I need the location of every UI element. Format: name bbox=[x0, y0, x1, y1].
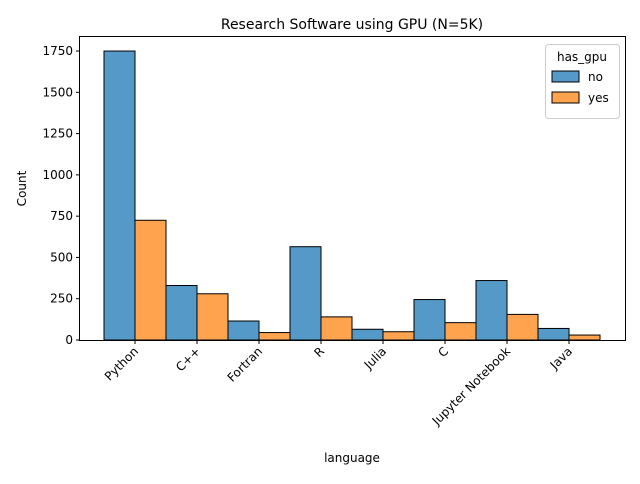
bar-c-no bbox=[413, 299, 446, 341]
bar-fortran-yes bbox=[258, 332, 291, 341]
bar-java-yes bbox=[568, 334, 601, 341]
bar-julia-yes bbox=[382, 331, 415, 341]
legend-swatch-no bbox=[551, 70, 580, 83]
bar-java-no bbox=[537, 327, 570, 341]
y-tick-label: 500 bbox=[50, 250, 73, 264]
bar-jupyter-notebook-yes bbox=[506, 313, 539, 341]
legend-title: has_gpu bbox=[557, 50, 607, 64]
y-tick-label: 250 bbox=[50, 292, 73, 306]
y-tick-label: 1750 bbox=[42, 44, 73, 58]
bar-cpp-yes bbox=[196, 293, 229, 341]
bar-python-no bbox=[103, 50, 136, 341]
y-tick-label: 0 bbox=[65, 333, 73, 347]
y-tick-label: 1000 bbox=[42, 168, 73, 182]
chart-title: Research Software using GPU (N=5K) bbox=[221, 17, 483, 33]
legend-label-yes: yes bbox=[588, 91, 609, 105]
x-axis-label: language bbox=[324, 451, 380, 465]
bar-julia-no bbox=[351, 328, 384, 341]
bar-r-yes bbox=[320, 316, 353, 341]
legend-swatch-yes bbox=[551, 91, 580, 104]
y-tick-label: 1500 bbox=[42, 85, 73, 99]
legend-label-no: no bbox=[588, 70, 603, 84]
y-tick-label: 1250 bbox=[42, 127, 73, 141]
legend: has_gpu no yes bbox=[545, 44, 620, 119]
bar-python-yes bbox=[134, 219, 167, 341]
bar-jupyter-notebook-no bbox=[475, 280, 508, 341]
plot-area-frame bbox=[79, 36, 626, 341]
y-tick-label: 750 bbox=[50, 209, 73, 223]
bar-c-yes bbox=[444, 322, 477, 341]
bar-cpp-no bbox=[165, 285, 198, 341]
bar-fortran-no bbox=[227, 320, 260, 341]
y-axis-label: Count bbox=[15, 170, 29, 206]
bar-r-no bbox=[289, 246, 322, 341]
